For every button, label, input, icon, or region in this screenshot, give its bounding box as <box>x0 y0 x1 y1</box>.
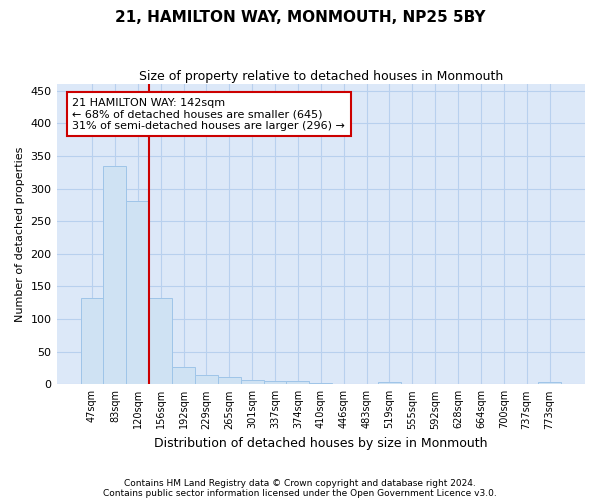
Text: Contains HM Land Registry data © Crown copyright and database right 2024.: Contains HM Land Registry data © Crown c… <box>124 478 476 488</box>
Y-axis label: Number of detached properties: Number of detached properties <box>15 146 25 322</box>
Bar <box>195 374 218 384</box>
Bar <box>286 381 310 384</box>
Bar <box>172 368 195 384</box>
Title: Size of property relative to detached houses in Monmouth: Size of property relative to detached ho… <box>139 70 503 83</box>
Text: 21, HAMILTON WAY, MONMOUTH, NP25 5BY: 21, HAMILTON WAY, MONMOUTH, NP25 5BY <box>115 10 485 25</box>
Bar <box>103 166 127 384</box>
Bar <box>149 298 172 384</box>
Bar <box>241 380 263 384</box>
Bar <box>263 381 286 384</box>
Bar <box>80 298 103 384</box>
X-axis label: Distribution of detached houses by size in Monmouth: Distribution of detached houses by size … <box>154 437 488 450</box>
Bar <box>378 382 401 384</box>
Bar <box>127 201 149 384</box>
Bar <box>218 377 241 384</box>
Bar <box>310 383 332 384</box>
Text: 21 HAMILTON WAY: 142sqm
← 68% of detached houses are smaller (645)
31% of semi-d: 21 HAMILTON WAY: 142sqm ← 68% of detache… <box>73 98 345 131</box>
Text: Contains public sector information licensed under the Open Government Licence v3: Contains public sector information licen… <box>103 488 497 498</box>
Bar <box>538 382 561 384</box>
